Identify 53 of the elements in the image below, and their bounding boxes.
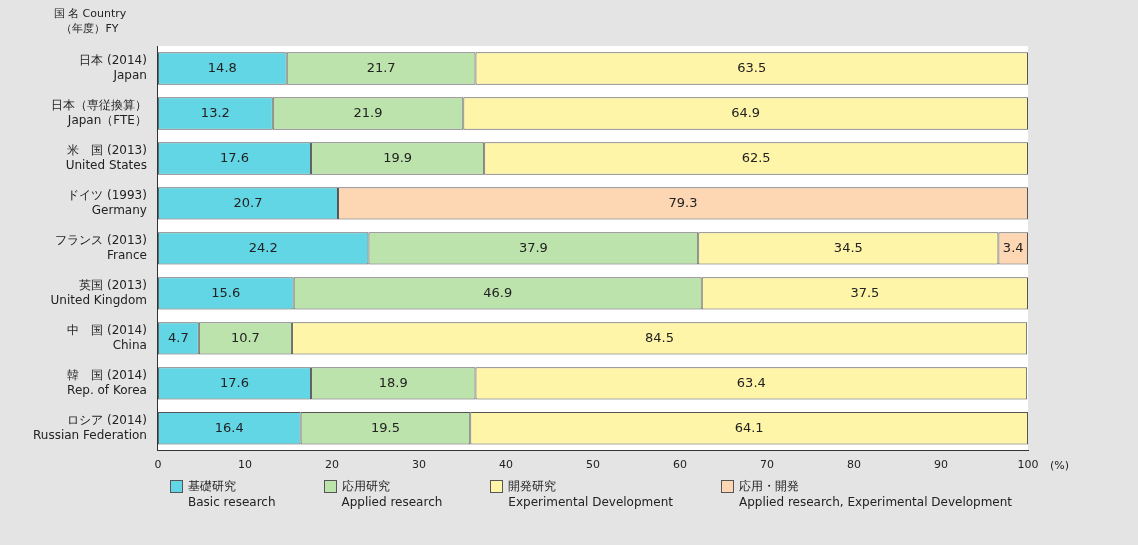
- legend-label: 応用研究 Applied research: [341, 478, 443, 510]
- x-tick-label: 90: [933, 458, 948, 472]
- y-tick-label: 米 国 (2013) United States: [65, 143, 147, 172]
- data-label: 34.5: [833, 239, 863, 255]
- data-label: 3.4: [1002, 239, 1024, 255]
- x-tick-label: 50: [585, 458, 600, 472]
- x-tick-label: 0: [154, 458, 162, 472]
- data-label: 20.7: [233, 194, 263, 210]
- y-tick-label: 日本（専従換算） Japan（FTE）: [50, 98, 147, 127]
- y-tick-label: ロシア (2014) Russian Federation: [33, 413, 147, 442]
- y-tick-label: 英国 (2013) United Kingdom: [50, 278, 147, 307]
- y-tick-label: 韓 国 (2014) Rep. of Korea: [67, 368, 147, 397]
- y-axis-title: 国 名 Country （年度）FY: [53, 6, 127, 35]
- data-label: 10.7: [230, 329, 260, 345]
- data-label: 37.9: [518, 239, 548, 255]
- data-label: 19.9: [383, 149, 413, 165]
- data-label: 21.9: [353, 104, 383, 120]
- x-tick-label: 20: [324, 458, 339, 472]
- y-tick-label: 中 国 (2014) China: [67, 323, 147, 352]
- data-label: 18.9: [378, 374, 408, 390]
- x-tick-label: 10: [237, 458, 252, 472]
- data-label: 64.1: [734, 419, 764, 435]
- x-axis-title: (%): [1050, 458, 1070, 472]
- data-label: 15.6: [211, 284, 241, 300]
- legend-label: 応用・開発 Applied research, Experimental Development: [738, 478, 1013, 510]
- x-tick-label: 60: [672, 458, 687, 472]
- data-label: 4.7: [168, 329, 189, 345]
- data-label: 64.9: [731, 104, 761, 120]
- data-label: 79.3: [668, 194, 698, 210]
- x-tick-label: 70: [759, 458, 774, 472]
- text: 開発研究 Experimental Development: [508, 478, 673, 510]
- data-label: 13.2: [200, 104, 230, 120]
- data-label: 62.5: [741, 149, 771, 165]
- x-tick-label: 80: [846, 458, 861, 472]
- data-label: 24.2: [248, 239, 278, 255]
- data-label: 19.5: [370, 419, 400, 435]
- data-label: 14.8: [207, 59, 237, 75]
- y-tick-label: 日本 (2014) Japan: [79, 53, 147, 82]
- data-label: 84.5: [645, 329, 674, 345]
- data-label: 21.7: [366, 59, 396, 75]
- data-label: 63.5: [737, 59, 767, 75]
- x-tick-label: 30: [411, 458, 426, 472]
- data-label: 17.6: [220, 149, 249, 165]
- data-label: 17.6: [220, 374, 249, 390]
- y-tick-label: ドイツ (1993) Germany: [67, 188, 147, 217]
- data-label: 63.4: [736, 374, 766, 390]
- y-tick-label: フランス (2013) France: [55, 233, 147, 262]
- data-label: 37.5: [850, 284, 880, 300]
- x-tick-label: 100: [1017, 458, 1039, 472]
- legend-label: 基礎研究 Basic research: [188, 478, 276, 510]
- data-label: 46.9: [483, 284, 513, 300]
- x-tick-label: 40: [498, 458, 513, 472]
- data-label: 16.4: [214, 419, 244, 435]
